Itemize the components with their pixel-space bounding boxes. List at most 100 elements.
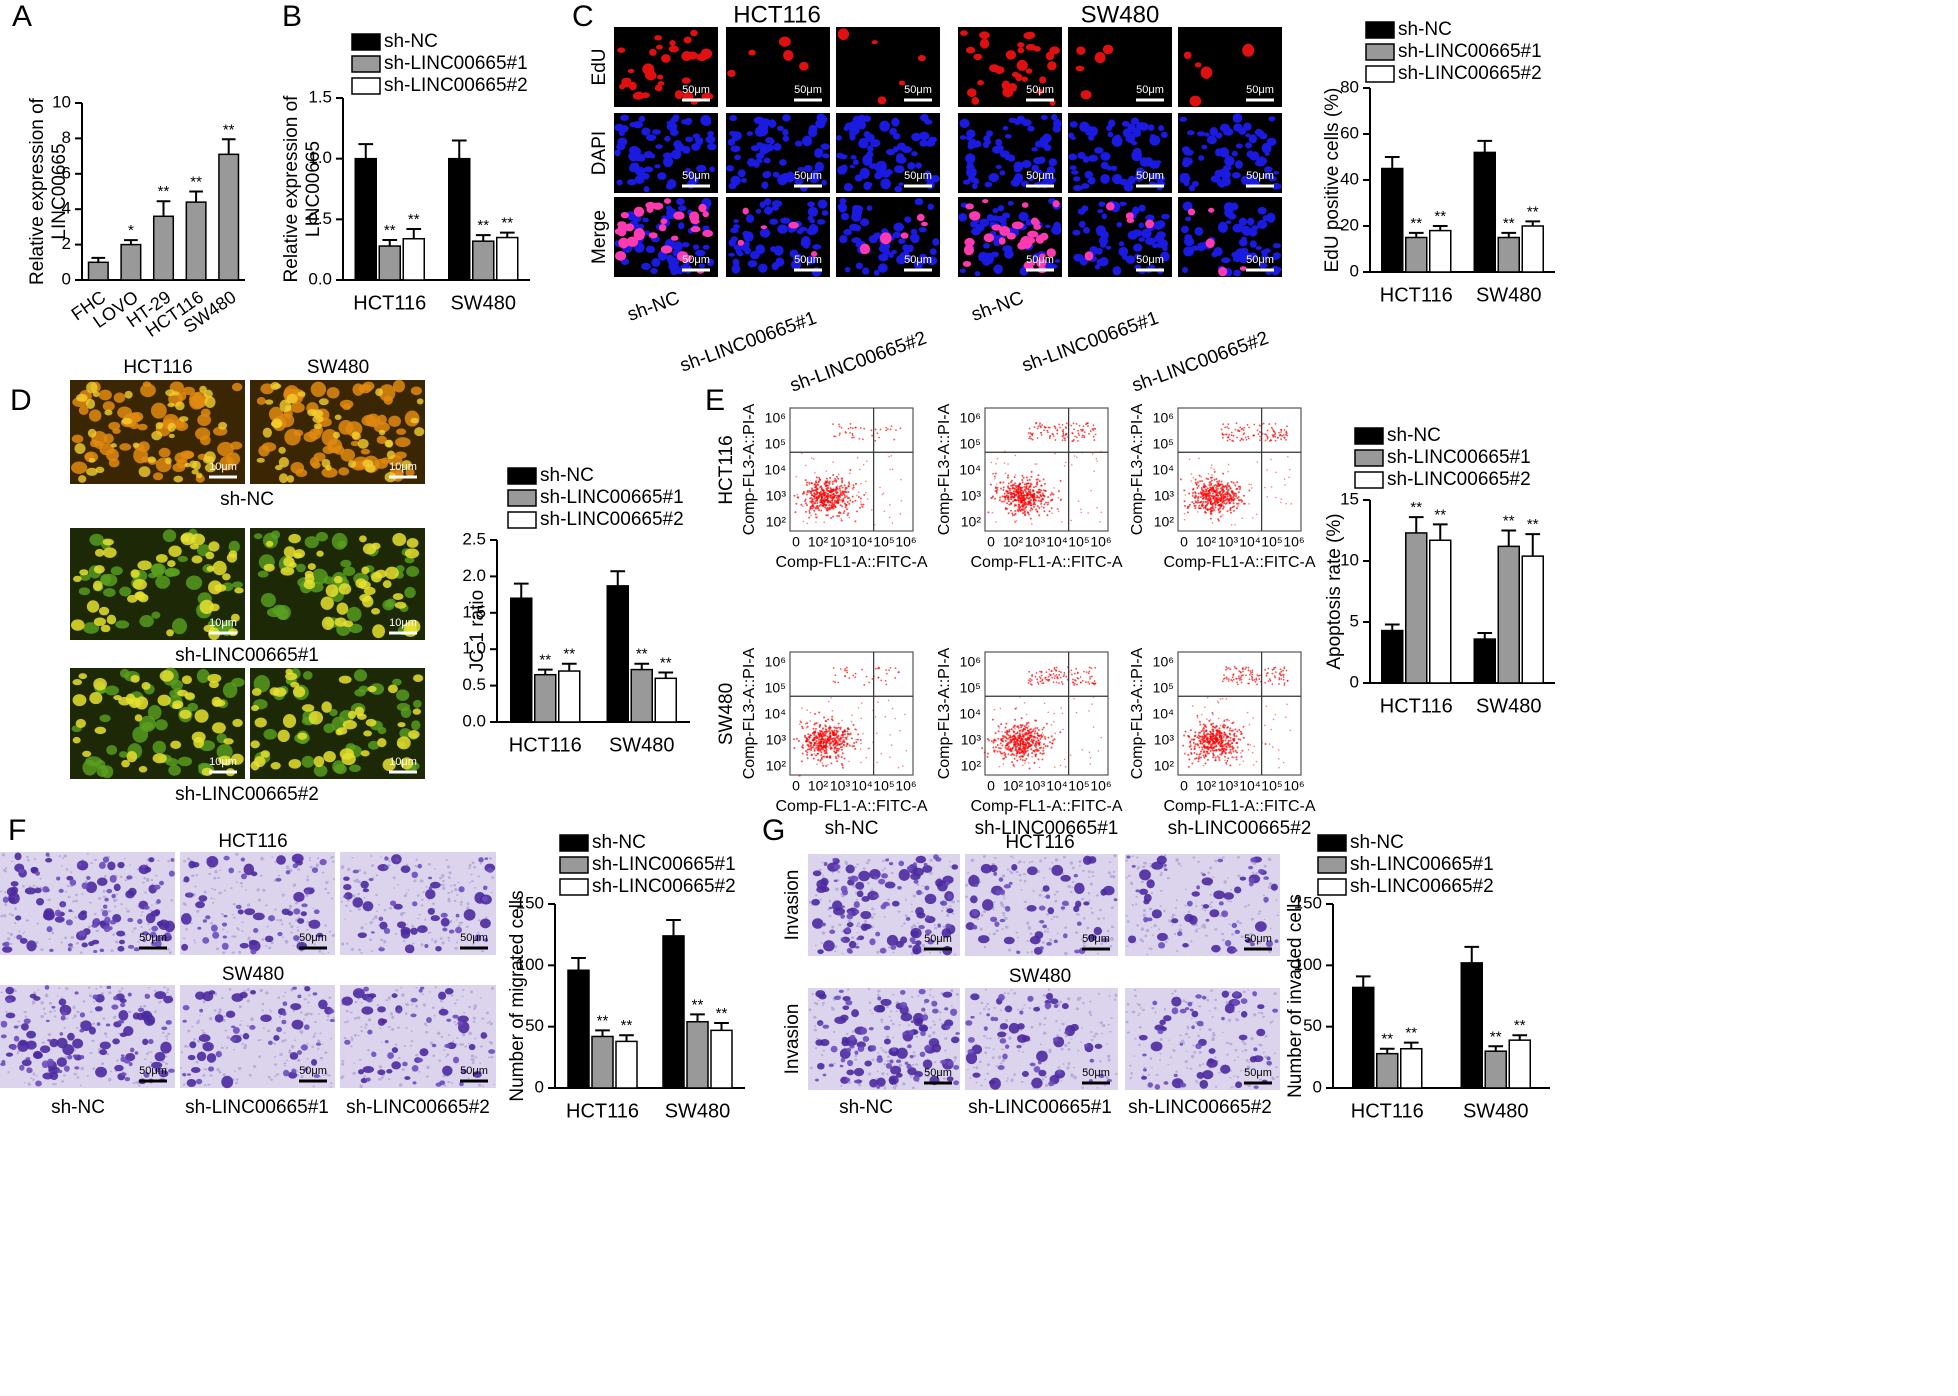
- bar: [1509, 1040, 1530, 1088]
- event: [1045, 427, 1047, 429]
- cell: [894, 186, 902, 192]
- event: [837, 497, 839, 499]
- x-axis-label: Comp-FL1-A::FITC-A: [775, 798, 927, 815]
- event: [987, 511, 989, 513]
- bar: [379, 246, 400, 280]
- cell: [678, 205, 687, 211]
- event: [813, 458, 815, 460]
- cell: [184, 463, 190, 467]
- cell: [1021, 119, 1032, 126]
- cell: [1095, 248, 1103, 255]
- cell: [999, 226, 1010, 236]
- event: [818, 747, 820, 749]
- cell: [898, 238, 905, 244]
- event: [900, 479, 902, 481]
- event: [837, 478, 839, 480]
- event: [849, 500, 851, 502]
- x-tick-label: 0: [792, 534, 800, 550]
- cell: [741, 178, 747, 183]
- event: [1201, 480, 1203, 482]
- cell: [372, 624, 385, 638]
- event: [889, 734, 891, 736]
- event: [877, 701, 879, 703]
- cell: [325, 465, 331, 471]
- event: [841, 520, 843, 522]
- event: [1222, 508, 1224, 510]
- cell: [980, 38, 989, 48]
- event: [822, 729, 824, 731]
- cell: [671, 150, 681, 160]
- event: [800, 504, 802, 506]
- y-tick-label: 0: [1350, 261, 1359, 280]
- event: [1227, 471, 1229, 473]
- event: [1231, 434, 1233, 436]
- event: [1033, 486, 1035, 488]
- event: [1038, 683, 1040, 685]
- event: [1238, 491, 1240, 493]
- cell: [1139, 205, 1146, 212]
- cell: [1247, 218, 1254, 226]
- event: [1029, 678, 1031, 680]
- cell: [744, 247, 751, 254]
- event: [1007, 485, 1009, 487]
- event: [858, 707, 860, 709]
- cell: [657, 172, 666, 180]
- event: [860, 501, 862, 503]
- cell: [788, 228, 794, 233]
- event: [805, 723, 807, 725]
- cell: [303, 671, 313, 680]
- event: [895, 667, 897, 669]
- cell: [375, 570, 387, 579]
- event: [1045, 745, 1047, 747]
- cell: [815, 119, 825, 128]
- cell: [199, 386, 207, 393]
- cell: [869, 235, 878, 243]
- event: [852, 501, 854, 503]
- row-label: EdU: [589, 49, 610, 86]
- event: [1243, 427, 1245, 429]
- cell: [799, 62, 809, 71]
- event: [889, 504, 891, 506]
- error-bar: [1404, 1043, 1419, 1049]
- cell: [620, 125, 629, 132]
- bar: [1461, 963, 1482, 1088]
- error-bar: [382, 240, 397, 246]
- cell: [1084, 171, 1093, 179]
- cell: [126, 751, 137, 762]
- event: [842, 498, 844, 500]
- event: [862, 504, 864, 506]
- cell: [339, 583, 352, 594]
- event: [1212, 492, 1214, 494]
- cell: [1245, 142, 1252, 148]
- cell: [284, 429, 300, 446]
- event: [1062, 431, 1064, 433]
- cell: [166, 629, 174, 636]
- event: [823, 750, 825, 752]
- event: [1020, 729, 1022, 731]
- cell: [192, 555, 203, 563]
- event: [1028, 725, 1030, 727]
- event: [862, 733, 864, 735]
- cell: [165, 389, 175, 396]
- event: [811, 507, 813, 509]
- event: [1036, 479, 1038, 481]
- event: [1081, 436, 1083, 438]
- cell: [124, 391, 132, 399]
- event: [1035, 508, 1037, 510]
- cell: [1098, 201, 1105, 206]
- event: [1027, 479, 1029, 481]
- group-label: sh-LINC00665#2: [1129, 328, 1271, 397]
- event: [1195, 492, 1197, 494]
- cell: [860, 244, 870, 255]
- flow-plot-frame: [1178, 408, 1301, 531]
- event: [1212, 730, 1214, 732]
- event: [838, 727, 840, 729]
- cell: [860, 218, 869, 226]
- event: [1079, 425, 1081, 427]
- event: [1058, 511, 1060, 513]
- event: [891, 425, 893, 427]
- event: [829, 477, 831, 479]
- bar: [535, 675, 556, 722]
- event: [835, 479, 837, 481]
- event: [840, 485, 842, 487]
